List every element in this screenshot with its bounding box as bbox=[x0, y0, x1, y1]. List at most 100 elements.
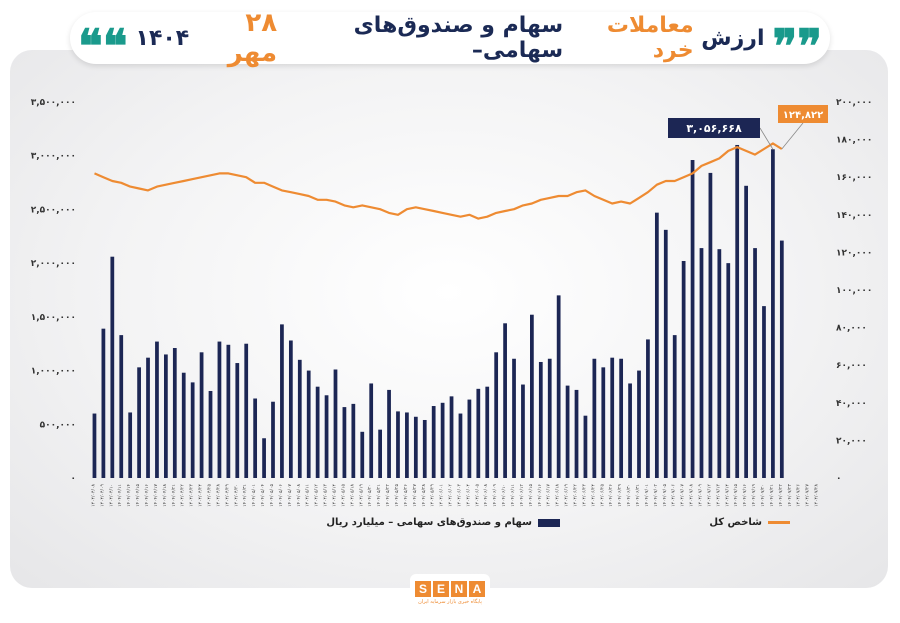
x-tick-label: ۱۴۰۴/۰۷/۰۱ bbox=[644, 484, 650, 507]
x-tick-label: ۱۴۰۴/۰۶/۱۲ bbox=[519, 483, 525, 506]
bar bbox=[253, 398, 258, 478]
bar bbox=[387, 389, 391, 478]
title-part-3: سهام و صندوق‌های سهامی– bbox=[353, 13, 564, 63]
left-tick-label: ۱,۵۰۰,۰۰۰ bbox=[31, 313, 76, 323]
legend: سهام و صندوق‌های سهامی – میلیارد ریال شا… bbox=[0, 517, 900, 537]
left-tick-label: ۵۰۰,۰۰۰ bbox=[40, 420, 76, 430]
x-tick-label: ۱۴۰۴/۰۷/۱۵ bbox=[733, 483, 739, 506]
callout-leader bbox=[781, 122, 804, 150]
right-tick-label: ۱۰۰,۰۰۰ bbox=[836, 286, 872, 296]
x-tick-label: ۱۴۰۴/۰۴/۳۱ bbox=[242, 484, 248, 507]
bar bbox=[521, 384, 525, 478]
bar bbox=[297, 359, 302, 478]
x-tick-label: ۱۴۰۴/۰۴/۲۵ bbox=[207, 483, 213, 506]
bar bbox=[351, 403, 356, 478]
bar bbox=[244, 343, 249, 478]
bar bbox=[235, 363, 240, 478]
x-tick-label: ۱۴۰۴/۰۵/۰۴ bbox=[260, 483, 266, 506]
bar bbox=[735, 144, 740, 478]
bar bbox=[646, 339, 650, 478]
callout-leader bbox=[759, 127, 774, 150]
bar bbox=[530, 314, 534, 478]
x-tick-label: ۱۴۰۴/۰۵/۰۶ bbox=[278, 483, 284, 506]
bar bbox=[476, 388, 481, 478]
bar bbox=[369, 383, 374, 478]
bar bbox=[315, 386, 320, 478]
x-tick-label: ۱۴۰۴/۰۵/۱۵ bbox=[340, 483, 346, 506]
x-tick-label: ۱۴۰۴/۰۴/۲۸ bbox=[215, 483, 221, 506]
x-tick-label: ۱۴۰۴/۰۷/۱۶ bbox=[742, 483, 748, 506]
x-tick-label: ۱۴۰۴/۰۷/۲۶ bbox=[796, 483, 802, 506]
x-tick-label: ۱۴۰۴/۰۶/۲۶ bbox=[608, 483, 614, 506]
x-tick-label: ۱۴۰۴/۰۶/۰۴ bbox=[465, 483, 471, 506]
x-tick-label: ۱۴۰۴/۰۶/۰۸ bbox=[483, 483, 489, 506]
x-tick-label: ۱۴۰۴/۰۴/۱۸ bbox=[162, 483, 168, 506]
x-tick-label: ۱۴۰۴/۰۵/۱۹ bbox=[358, 483, 364, 506]
left-tick-label: ۲,۵۰۰,۰۰۰ bbox=[31, 205, 76, 215]
x-tick-label: ۱۴۰۴/۰۶/۰۳ bbox=[456, 483, 462, 506]
x-tick-label: ۱۴۰۴/۰۷/۰۸ bbox=[689, 483, 695, 506]
title-banner: ❞❞ ارزش معاملات خرد سهام و صندوق‌های سها… bbox=[70, 8, 830, 69]
callout-label-line: ۱۲۴,۸۲۲ bbox=[783, 110, 823, 121]
bar bbox=[708, 172, 713, 478]
bar bbox=[217, 341, 222, 478]
x-tick-label: ۱۴۰۴/۰۵/۲۶ bbox=[403, 483, 409, 506]
bar bbox=[779, 240, 784, 478]
x-tick-label: ۱۴۰۴/۰۴/۲۹ bbox=[224, 483, 230, 506]
left-tick-label: ۱,۰۰۰,۰۰۰ bbox=[31, 367, 76, 377]
right-axis: ۰ ۲۰,۰۰۰ ۴۰,۰۰۰ ۶۰,۰۰۰ ۸۰,۰۰۰ ۱۰۰,۰۰۰ ۱۲۰,۰۰۰ ۱… bbox=[836, 98, 872, 484]
x-axis: ۱۴۰۴/۰۴/۰۸ ۱۴۰۴/۰۴/۰۹ ۱۴۰۴/۰۴/۱۰ ۱۴۰۴/۰۴/۱۱… bbox=[90, 483, 819, 506]
x-tick-label: ۱۴۰۴/۰۶/۲۹ bbox=[617, 483, 623, 506]
bar bbox=[431, 406, 436, 478]
bar bbox=[771, 149, 775, 479]
x-tick-label: ۱۴۰۴/۰۷/۲۷ bbox=[805, 483, 811, 506]
legend-bar-label: سهام و صندوق‌های سهامی – میلیارد ریال bbox=[326, 517, 532, 528]
left-tick-label: ۰ bbox=[71, 474, 77, 484]
chart-panel bbox=[10, 50, 888, 588]
bar bbox=[146, 357, 150, 478]
index-line bbox=[94, 142, 783, 220]
bar bbox=[226, 344, 231, 478]
x-tick-label: ۱۴۰۴/۰۴/۳۰ bbox=[233, 484, 239, 507]
bar bbox=[744, 185, 748, 478]
bar bbox=[110, 256, 115, 478]
x-tick-label: ۱۴۰۴/۰۴/۱۴ bbox=[126, 483, 132, 506]
bar bbox=[637, 370, 641, 478]
bar bbox=[503, 323, 507, 478]
bar bbox=[556, 295, 561, 478]
bar bbox=[583, 415, 588, 478]
left-tick-label: ۲,۰۰۰,۰۰۰ bbox=[31, 259, 76, 269]
title-part-2: معاملات خرد bbox=[606, 13, 694, 63]
sena-logo: S E N A پایگاه خبری بازار سرمایه ایران bbox=[410, 574, 490, 612]
x-tick-label: ۱۴۰۴/۰۶/۱۵ bbox=[528, 483, 534, 506]
x-tick-label: ۱۴۰۴/۰۴/۱۰ bbox=[108, 484, 114, 507]
bar-series bbox=[92, 144, 784, 479]
bar bbox=[199, 352, 204, 478]
x-tick-label: ۱۴۰۴/۰۵/۲۸ bbox=[421, 483, 427, 506]
bar bbox=[681, 260, 686, 478]
x-tick-label: ۱۴۰۴/۰۵/۲۲ bbox=[385, 483, 391, 506]
x-tick-label: ۱۴۰۴/۰۶/۱۰ bbox=[501, 484, 507, 507]
bar bbox=[619, 358, 624, 478]
title-part-1: ارزش bbox=[701, 25, 765, 51]
x-tick-label: ۱۴۰۴/۰۶/۱۹ bbox=[564, 483, 570, 506]
bar bbox=[565, 385, 570, 478]
logo-tagline: پایگاه خبری بازار سرمایه ایران bbox=[418, 599, 482, 605]
x-tick-label: ۱۴۰۴/۰۴/۲۴ bbox=[198, 483, 204, 506]
bar bbox=[360, 431, 365, 478]
legend-line-swatch bbox=[768, 521, 790, 524]
bar bbox=[128, 412, 133, 478]
bar bbox=[137, 367, 141, 478]
legend-item-bars: سهام و صندوق‌های سهامی – میلیارد ریال bbox=[326, 517, 560, 528]
x-tick-label: ۱۴۰۴/۰۴/۱۵ bbox=[135, 483, 141, 506]
x-tick-label: ۱۴۰۴/۰۵/۰۸ bbox=[296, 483, 302, 506]
right-tick-label: ۲۰,۰۰۰ bbox=[836, 436, 867, 446]
bar bbox=[654, 212, 659, 478]
bar bbox=[663, 229, 668, 478]
x-tick-label: ۱۴۰۴/۰۶/۰۹ bbox=[492, 483, 498, 506]
right-tick-label: ۱۴۰,۰۰۰ bbox=[836, 211, 872, 221]
bar bbox=[458, 413, 463, 478]
x-tick-label: ۱۴۰۴/۰۶/۱۶ bbox=[537, 483, 543, 506]
x-tick-label: ۱۴۰۴/۰۵/۱۴ bbox=[331, 483, 337, 506]
